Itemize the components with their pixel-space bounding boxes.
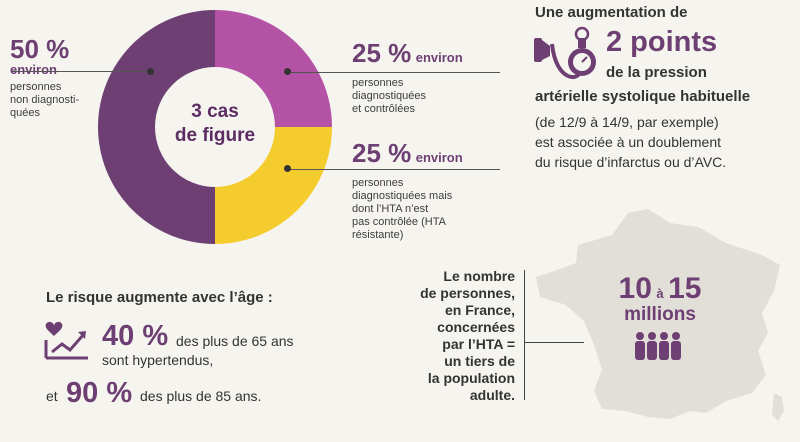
left-percent: 50 % <box>10 34 70 64</box>
bp-title: Une augmentation de <box>535 4 688 21</box>
millions-n1: 10 <box>618 272 652 305</box>
donut-center-line1: 3 cas <box>191 101 239 122</box>
donut-segment-undiagnosed <box>98 10 215 244</box>
left-desc: personnes non diagnosti- quées <box>10 81 80 119</box>
leader-dot-top-right <box>284 68 291 75</box>
leader-dot-bottom-right <box>284 165 291 172</box>
label-left: 50 % environ personnes non diagnosti- qu… <box>10 36 110 120</box>
risk-text2: des plus de 85 ans. <box>140 388 262 404</box>
bp-sub2: artérielle systolique habituelle <box>535 88 751 105</box>
donut-center-line2: de figure <box>174 125 256 146</box>
label-top-right: 25 % environ personnes diagnostiquées et… <box>352 40 512 116</box>
risk-prefix2: et <box>46 388 58 404</box>
top-right-percent: 25 % <box>352 38 412 68</box>
left-word: environ <box>10 62 57 77</box>
millions-word: millions <box>624 304 696 325</box>
risk-pct2: 90 % <box>66 377 133 409</box>
donut-segment-resistant <box>215 127 332 244</box>
bottom-right-word: environ <box>415 150 463 165</box>
millions-n2: 15 <box>668 272 702 305</box>
bp-sub1: de la pression <box>606 64 707 81</box>
france-text: Le nombre de personnes, en France, conce… <box>420 268 515 403</box>
bp-points: 2 points <box>606 26 718 58</box>
millions-range: 10 à 15 <box>600 272 720 306</box>
leader-line-bottom-right <box>288 169 500 170</box>
leader-line-left <box>12 71 150 72</box>
bp-text: (de 12/9 à 14/9, par exemple) est associ… <box>535 114 727 170</box>
top-right-word: environ <box>415 50 463 65</box>
people-group-icon <box>635 332 681 360</box>
leader-dot-left <box>147 68 154 75</box>
bottom-right-percent: 25 % <box>352 138 412 168</box>
millions-a: à <box>656 286 664 301</box>
donut-center-label: 3 cas de figure <box>150 100 280 148</box>
risk-title: Le risque augmente avec l’âge : <box>46 289 273 306</box>
risk-pct1: 40 % <box>102 320 169 352</box>
france-connector-line <box>524 270 525 400</box>
top-right-desc: personnes diagnostiquées et contrôlées <box>352 77 427 115</box>
donut-chart <box>98 10 332 244</box>
donut-segment-controlled <box>215 10 332 127</box>
risk-text1a: des plus de 65 ans <box>176 333 294 349</box>
bottom-right-desc: personnes diagnostiquées mais dont l’HTA… <box>352 177 453 241</box>
france-map <box>536 209 784 421</box>
leader-line-top-right <box>288 72 500 73</box>
label-bottom-right: 25 % environ personnes diagnostiquées ma… <box>352 140 512 242</box>
france-connector-h <box>524 342 584 343</box>
risk-text1b: sont hypertendus, <box>102 352 214 368</box>
heart-growth-chart-icon <box>44 321 88 360</box>
blood-pressure-gauge-icon <box>534 26 596 80</box>
